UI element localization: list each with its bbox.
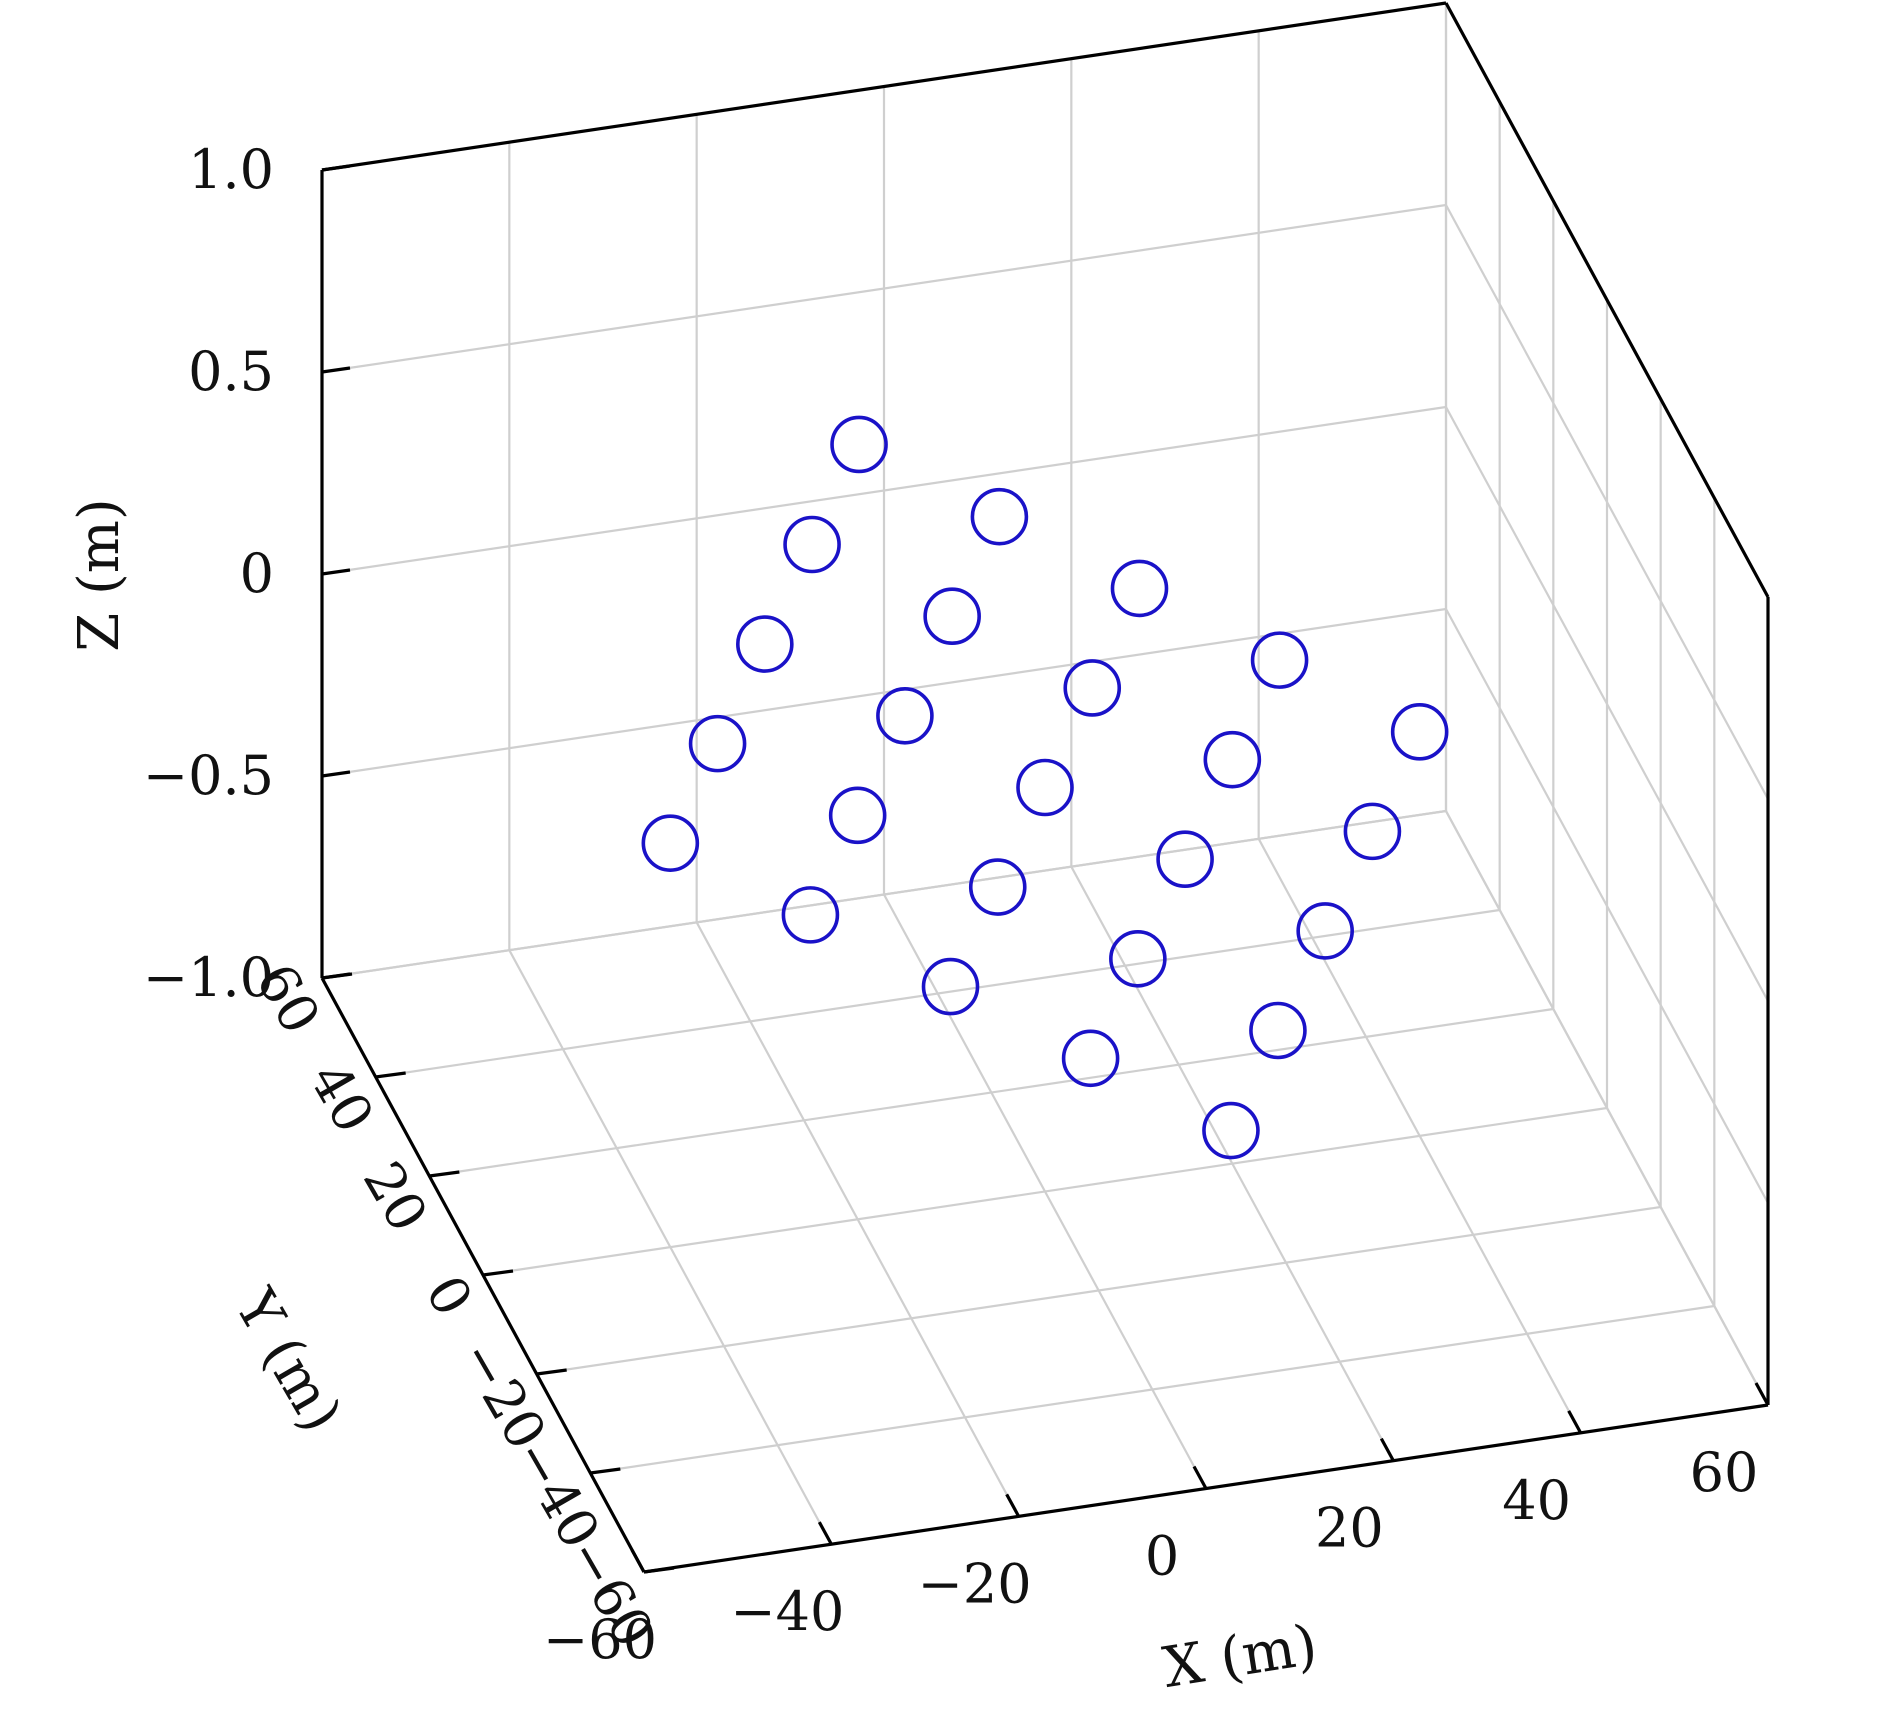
y-tick-mark — [482, 1269, 514, 1277]
x-tick-label: 20 — [1315, 1497, 1384, 1560]
back-wall-grid-line — [321, 405, 1447, 576]
z-tick-label: −0.5 — [143, 744, 274, 807]
top-back-edge — [321, 1, 1447, 172]
x-tick-label: −20 — [918, 1552, 1032, 1615]
floor-grid-line — [536, 1205, 1661, 1376]
z-tick-label: 1.0 — [188, 138, 274, 201]
y-tick-mark — [375, 1071, 406, 1079]
z-tick-label: 0 — [240, 542, 274, 605]
z-tick-mark — [321, 972, 351, 980]
y-tick-mark — [590, 1467, 621, 1475]
z-axis-label: Z (m) — [67, 498, 132, 652]
z-tick-label: 0.5 — [188, 340, 274, 403]
data-point — [876, 686, 934, 745]
floor-grid-line — [429, 1007, 1554, 1178]
data-point — [1109, 929, 1167, 988]
y-tick-mark — [643, 1566, 675, 1574]
x-tick-mark — [1379, 1437, 1395, 1462]
data-point — [688, 714, 747, 773]
data-point — [641, 814, 700, 872]
data-point — [968, 858, 1027, 916]
back-wall-grid-line — [321, 203, 1447, 374]
data-point — [1016, 758, 1074, 817]
x-tick-label: 40 — [1502, 1469, 1571, 1532]
side-wall-grid-line — [1445, 810, 1769, 1406]
data-point — [1250, 631, 1309, 689]
data-point — [1296, 902, 1354, 960]
back-wall-grid-line — [321, 809, 1447, 980]
back-wall-grid-line — [321, 607, 1447, 778]
x-tick-label: 60 — [1690, 1441, 1759, 1504]
x-tick-mark — [1005, 1493, 1021, 1518]
z-tick-mark — [321, 366, 351, 374]
side-wall-grid-line — [1445, 406, 1769, 1002]
data-point — [1203, 730, 1262, 789]
x-tick-mark — [817, 1521, 833, 1545]
data-point — [1390, 703, 1449, 761]
data-point — [1202, 1101, 1260, 1160]
data-point — [1063, 659, 1122, 717]
z-tick-mark — [321, 770, 351, 778]
data-point — [1343, 802, 1402, 861]
floor-grid-line — [375, 908, 1500, 1079]
y-tick-mark — [536, 1368, 567, 1376]
x-tick-label: −40 — [730, 1580, 844, 1643]
data-point — [736, 615, 794, 673]
x-tick-mark — [1754, 1382, 1770, 1406]
top-side-edge — [1444, 2, 1770, 598]
z-tick-mark — [321, 164, 351, 172]
floor-grid-line — [482, 1106, 1608, 1277]
side-wall-grid-line — [1445, 204, 1769, 800]
x-axis-ticks: −60 −40 −20 0 20 40 60 — [543, 1382, 1770, 1671]
data-point — [921, 957, 980, 1016]
data-point — [1249, 1001, 1307, 1060]
y-tick-mark — [429, 1170, 460, 1178]
floor-grid-line — [590, 1304, 1715, 1475]
data-point — [1156, 830, 1214, 889]
z-tick-label: −1.0 — [143, 946, 274, 1009]
x-tick-mark — [1567, 1410, 1583, 1434]
side-wall-grid-line — [1445, 608, 1769, 1204]
data-point — [923, 587, 981, 646]
data-point — [830, 415, 888, 474]
x-tick-label: −60 — [543, 1608, 657, 1671]
data-point — [1061, 1029, 1120, 1088]
data-point — [970, 487, 1029, 546]
z-tick-mark — [321, 568, 351, 576]
z-axis-ticks: −1.0 −0.5 0 0.5 1.0 — [143, 138, 351, 1009]
data-points — [641, 415, 1449, 1160]
grid-lines — [320, 1, 1770, 1574]
data-point — [783, 515, 841, 574]
data-point — [781, 886, 840, 944]
x-tick-mark — [630, 1549, 646, 1573]
x-tick-label: 0 — [1145, 1525, 1179, 1588]
data-point — [1110, 559, 1169, 618]
data-point — [828, 786, 887, 845]
x-tick-mark — [1192, 1465, 1208, 1490]
